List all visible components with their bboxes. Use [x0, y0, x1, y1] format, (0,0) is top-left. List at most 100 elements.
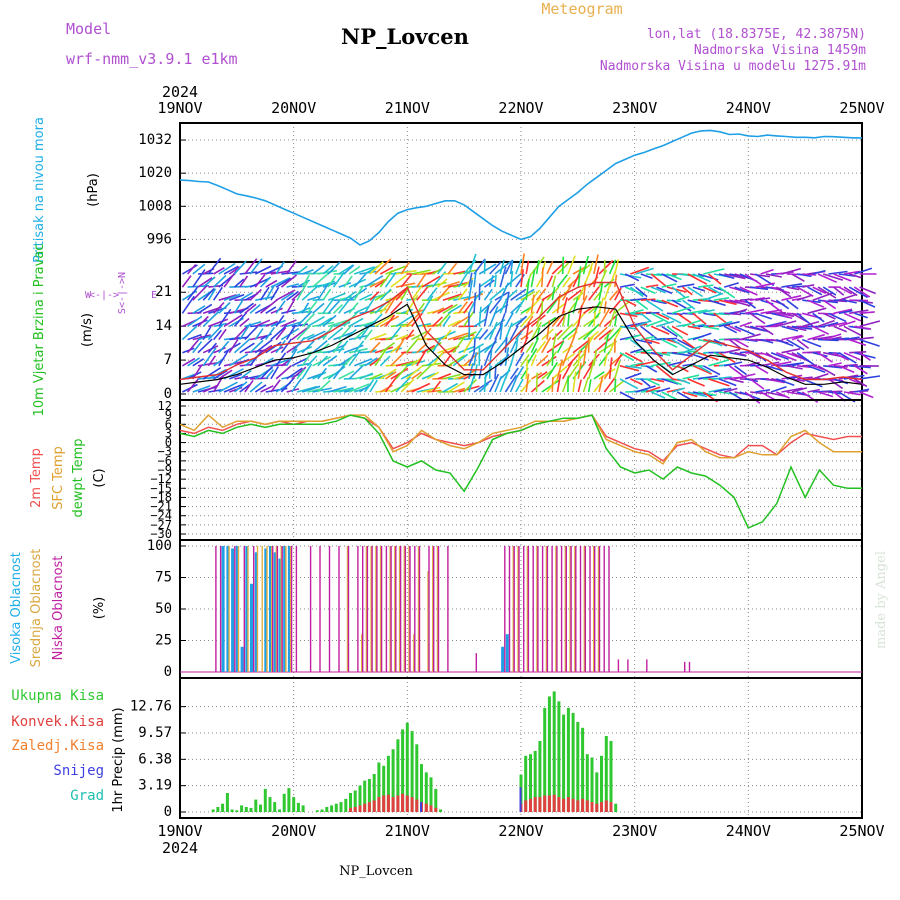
- cloud-low-bar: [371, 546, 373, 672]
- cloud-low-bar: [319, 546, 321, 672]
- wind-arrow: [587, 379, 592, 393]
- wind-arrow: [442, 280, 460, 288]
- wind-arrow: [405, 312, 421, 327]
- wind-arrow: [212, 329, 222, 341]
- wind-arrow: [687, 309, 708, 315]
- wind-arrow: [515, 297, 526, 314]
- cloud-low-bar: [589, 546, 591, 672]
- wind-arrow: [364, 275, 384, 288]
- wind-arrow: [510, 288, 527, 301]
- precip-conv-bar: [524, 800, 528, 812]
- wind-arrow: [833, 351, 849, 361]
- wind-arrow: [483, 259, 486, 275]
- cloud-mid-bar: [379, 546, 382, 672]
- wind-arrow: [520, 290, 536, 301]
- wind-arrow: [650, 391, 666, 399]
- wind-arrow: [244, 303, 257, 314]
- wind-arrow: [275, 314, 285, 327]
- wind-arrow: [411, 269, 431, 275]
- wind-arrow: [776, 378, 795, 386]
- wind-arrow: [442, 373, 462, 380]
- cloud-mid-bar: [417, 546, 420, 672]
- wind-arrow: [702, 365, 721, 376]
- wind-arrow: [332, 271, 345, 288]
- wind-arrow: [593, 254, 599, 275]
- y-tick-label: 0: [164, 664, 172, 680]
- cloud-low-bar: [598, 546, 601, 672]
- wind-arrow: [635, 286, 648, 298]
- wind-arrow: [285, 348, 298, 367]
- wind-arrow: [317, 367, 328, 380]
- wind-arrow: [400, 261, 410, 275]
- cloud-low-bar: [418, 546, 421, 672]
- wind-arrow: [817, 352, 833, 363]
- cloud-low-bar: [414, 546, 416, 672]
- wind-arrow: [442, 329, 452, 341]
- legend-conv-precip: Konvek.Kisa: [11, 714, 104, 730]
- precip-total-bar: [585, 754, 589, 812]
- wind-arrow: [265, 306, 277, 314]
- wind-arrow: [619, 312, 638, 318]
- wind-arrow: [229, 373, 243, 380]
- wind-arrow: [353, 306, 369, 315]
- wind-arrow: [692, 365, 712, 375]
- y-tick-label: 6.38: [138, 751, 172, 767]
- wind-arrow: [744, 299, 757, 309]
- time-label-bottom: 21NOV: [385, 822, 430, 840]
- wind-arrow: [635, 320, 652, 328]
- wind-arrow: [661, 391, 678, 401]
- wind-arrow: [645, 386, 661, 393]
- wind-arrow: [254, 384, 267, 393]
- wind-arrow: [275, 327, 287, 341]
- wind-arrow: [645, 299, 664, 312]
- cloud-low-bar: [475, 653, 477, 672]
- wind-arrow: [233, 260, 247, 275]
- wind-arrow: [249, 339, 264, 354]
- wind-arrow: [307, 316, 325, 328]
- wind-arrow: [645, 319, 664, 328]
- precip-conv-bar: [372, 800, 376, 812]
- wind-arrow: [453, 295, 471, 301]
- precip-total-bar: [576, 722, 580, 812]
- wind-arrow: [640, 335, 655, 341]
- wind-arrow: [729, 325, 742, 333]
- wind-arrow: [499, 300, 507, 314]
- wind-arrow: [265, 320, 279, 328]
- wind-arrow: [781, 294, 802, 301]
- wind-arrow: [729, 378, 744, 384]
- cloud-low-bar: [504, 546, 506, 672]
- wind-arrow: [291, 326, 309, 341]
- wind-arrow: [630, 362, 644, 367]
- wind-arrow: [259, 366, 274, 380]
- y-tick-label: −15: [150, 481, 172, 495]
- wind-arrow: [796, 273, 812, 278]
- wind-arrow: [567, 255, 576, 275]
- cloud-high-bar: [221, 546, 225, 672]
- y-tick-label: −27: [150, 518, 172, 532]
- wind-arrow: [301, 313, 315, 327]
- wind-arrow: [228, 353, 249, 367]
- wind-arrow: [489, 261, 502, 275]
- wind-arrow: [598, 297, 605, 314]
- wind-arrow: [218, 301, 231, 314]
- cloud-low-bar: [409, 546, 411, 672]
- wind-arrow: [791, 335, 804, 341]
- wind-arrow: [369, 372, 383, 380]
- wind-arrow: [556, 374, 562, 393]
- panel-clouds: 0 25 50 75 100: [147, 538, 863, 680]
- wind-arrow: [374, 258, 392, 275]
- wind-arrow: [395, 287, 409, 301]
- wind-arrow: [692, 273, 711, 283]
- wind-arrow: [786, 338, 805, 351]
- wind-arrow: [843, 351, 861, 361]
- wind-arrow: [494, 325, 503, 340]
- wind-arrow: [823, 321, 839, 328]
- wind-arrow: [239, 275, 249, 288]
- wind-arrow: [259, 276, 272, 288]
- wind-arrow: [478, 328, 489, 341]
- precip-total-bar: [263, 788, 267, 812]
- wind-arrow: [463, 334, 475, 354]
- wind-arrow: [728, 338, 742, 350]
- wind-arrow: [213, 301, 225, 314]
